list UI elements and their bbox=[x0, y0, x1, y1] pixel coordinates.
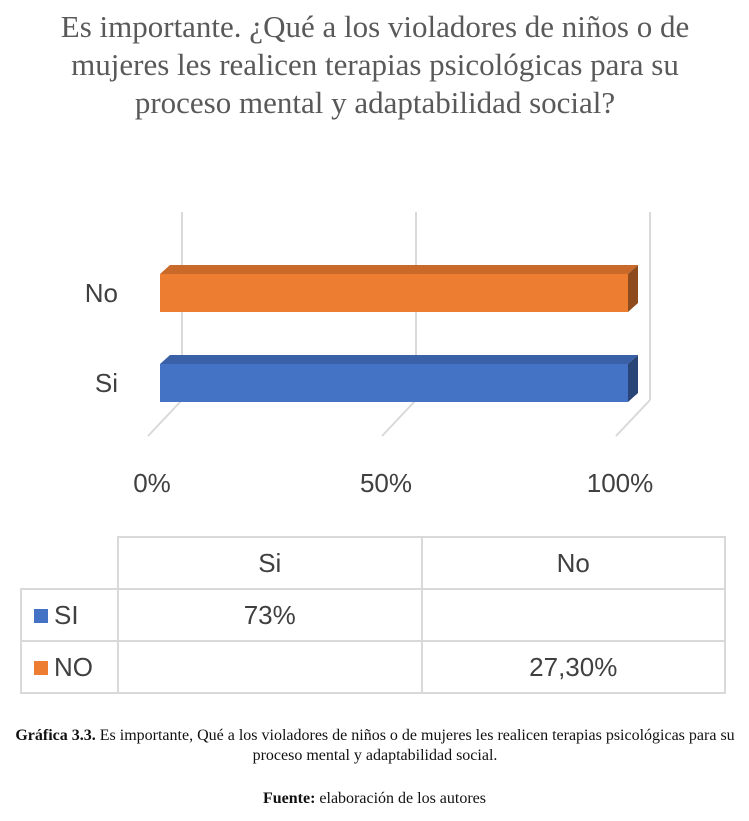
x-tick-label: 50% bbox=[360, 468, 412, 498]
chart-title: Es importante. ¿Qué a los violadores de … bbox=[60, 9, 690, 120]
legend-swatch-no bbox=[34, 660, 48, 675]
row-label-no: NO bbox=[54, 651, 93, 682]
table-row: SI 73% bbox=[20, 588, 726, 642]
gridline-floor bbox=[615, 399, 651, 437]
table-row-label: NO bbox=[20, 640, 119, 694]
bar-si bbox=[160, 364, 628, 402]
table-cell: 73% bbox=[117, 588, 423, 642]
figure-caption: Gráfica 3.3. Es importante, Qué a los vi… bbox=[14, 726, 736, 766]
figure-source: Fuente: elaboración de los autores bbox=[0, 790, 749, 808]
table-row: NO 27,30% bbox=[20, 640, 726, 694]
bar-side-si bbox=[628, 355, 638, 402]
bar-chart: No Si 0% 50% 100% bbox=[85, 212, 653, 498]
caption-text: Es importante, Qué a los violadores de n… bbox=[99, 727, 735, 764]
table-cell: 27,30% bbox=[420, 640, 726, 694]
bar-no bbox=[160, 274, 628, 312]
x-tick-label: 0% bbox=[133, 468, 171, 498]
legend-swatch-si bbox=[34, 608, 48, 623]
y-category-label: Si bbox=[95, 368, 118, 398]
table-cell bbox=[420, 588, 726, 642]
caption-label: Gráfica 3.3. bbox=[15, 727, 96, 744]
source-label: Fuente: bbox=[262, 790, 316, 807]
grid-lines bbox=[147, 212, 651, 437]
bar-top-no bbox=[160, 265, 638, 274]
table-header-no: No bbox=[420, 536, 726, 590]
y-category-label: No bbox=[85, 278, 118, 308]
table-row-label: SI bbox=[20, 588, 119, 642]
x-tick-label: 100% bbox=[587, 468, 654, 498]
source-text: elaboración de los autores bbox=[319, 790, 487, 807]
data-table: Si No SI 73% NO 27,30% bbox=[20, 536, 726, 694]
gridline-floor bbox=[147, 399, 183, 437]
table-corner bbox=[21, 537, 119, 590]
y-axis-labels: No Si bbox=[85, 278, 118, 398]
bar-side-no bbox=[628, 265, 638, 312]
row-label-si: SI bbox=[54, 599, 79, 630]
bar-top-si bbox=[160, 355, 638, 364]
table-header-si: Si bbox=[117, 536, 423, 590]
table-cell bbox=[117, 640, 423, 694]
gridline-floor bbox=[381, 399, 417, 437]
x-axis-labels: 0% 50% 100% bbox=[133, 468, 653, 498]
table-header-row: Si No bbox=[21, 536, 726, 590]
bars bbox=[160, 265, 638, 402]
